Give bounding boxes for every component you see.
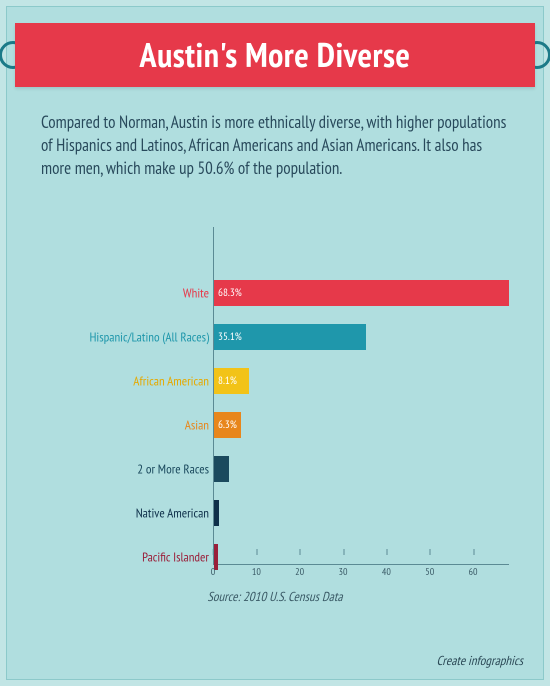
category-label: Native American: [41, 505, 209, 522]
x-tick: 20: [295, 565, 304, 578]
banner: Austin's More Diverse: [15, 23, 535, 87]
description-text: Compared to Norman, Austin is more ethni…: [41, 111, 509, 180]
bar-chart: White 68.3% Hispanic/Latino (All Races) 35.…: [41, 227, 509, 605]
x-tick: 50: [425, 565, 434, 578]
bar: 6.3%: [214, 412, 241, 438]
category-label: Pacific Islander: [41, 549, 209, 566]
bar-track: 35.1%: [214, 324, 509, 350]
source-text: Source: 2010 U.S. Census Data: [41, 588, 509, 605]
x-tick: 40: [382, 565, 391, 578]
page: Austin's More Diverse Compared to Norman…: [6, 6, 544, 680]
category-label: 2 or More Races: [41, 461, 209, 478]
bar-value-label: 68.3%: [218, 286, 242, 300]
x-tick: 30: [339, 565, 348, 578]
footer-link[interactable]: Create infographics: [437, 652, 524, 669]
bar-value-label: 8.1%: [218, 374, 237, 388]
chart-rows: White 68.3% Hispanic/Latino (All Races) 35.…: [41, 271, 509, 579]
bar: 68.3%: [214, 280, 509, 306]
chart-row: Native American: [41, 491, 509, 535]
chart-row: Asian 6.3%: [41, 403, 509, 447]
bar-value-label: 6.3%: [218, 418, 237, 432]
bar: 8.1%: [214, 368, 249, 394]
chart-row: 2 or More Races: [41, 447, 509, 491]
chart-row: White 68.3%: [41, 271, 509, 315]
bar-track: [214, 500, 509, 526]
category-label: White: [41, 285, 209, 302]
header-banner: Austin's More Diverse: [0, 23, 550, 87]
bar-track: 8.1%: [214, 368, 509, 394]
category-label: Hispanic/Latino (All Races): [41, 329, 209, 346]
category-label: Asian: [41, 417, 209, 434]
x-ticks: 0 10 20 30 40 50 60: [213, 565, 509, 581]
page-title: Austin's More Diverse: [140, 33, 411, 77]
bar: [214, 456, 229, 482]
x-tick: 60: [469, 565, 478, 578]
x-tick: 0: [211, 565, 216, 578]
bar-track: 6.3%: [214, 412, 509, 438]
chart-row: African American 8.1%: [41, 359, 509, 403]
bar-track: [214, 456, 509, 482]
bar: [214, 500, 219, 526]
bar-track: 68.3%: [214, 280, 509, 306]
bar: 35.1%: [214, 324, 366, 350]
category-label: African American: [41, 373, 209, 390]
x-tick: 10: [252, 565, 261, 578]
chart-row: Hispanic/Latino (All Races) 35.1%: [41, 315, 509, 359]
bar-value-label: 35.1%: [218, 330, 242, 344]
